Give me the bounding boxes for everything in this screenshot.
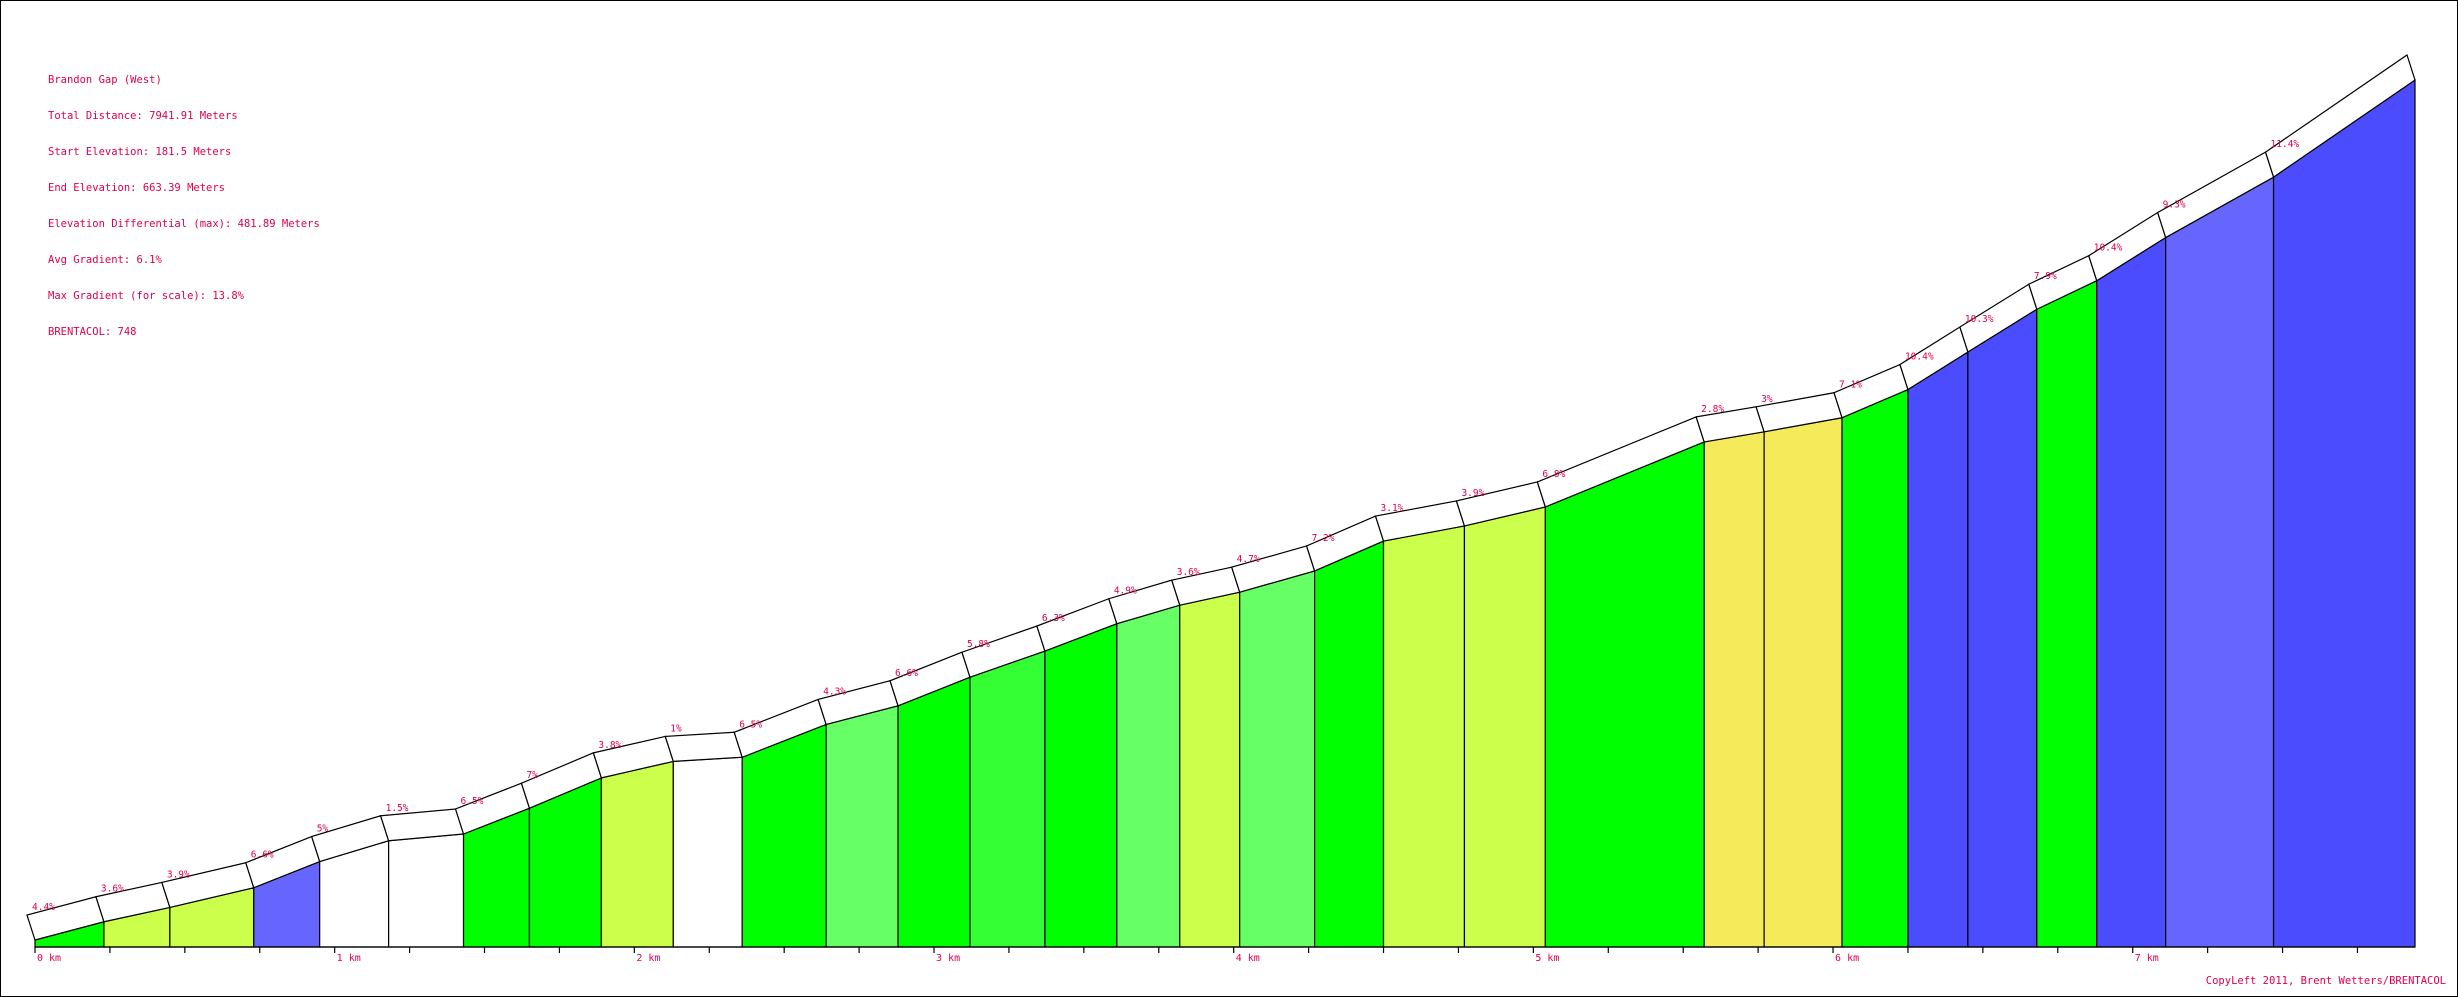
gradient-label: 6.5% [461,796,484,807]
gradient-label: 4.7% [1237,554,1260,565]
copyright-notice: CopyLeft 2011, Brent Wetters/BRENTACOL [2205,975,2446,987]
gradient-segment [1116,604,1181,948]
gradient-segment [388,833,465,948]
max-gradient: Max Gradient (for scale): 13.8% [48,290,244,302]
elevation-differential: Elevation Differential (max): 481.89 Met… [48,218,320,230]
gradient-label: 7.9% [2034,271,2057,282]
gradient-segment [2272,78,2416,948]
x-tick-label: 3 km [936,953,960,964]
x-tick-label: 7 km [2135,953,2159,964]
gradient-segment [1463,506,1546,948]
gradient-label: 1% [670,723,682,734]
climb-name: Brandon Gap (West) [48,74,162,86]
gradient-label: 2.8% [1701,404,1724,415]
gradient-segment [1179,591,1241,948]
gradient-label: 3.8% [598,740,621,751]
gradient-label: 4.3% [823,686,846,697]
gradient-segment [897,676,971,948]
gradient-label: 9.3% [2163,200,2186,211]
gradient-label: 11.4% [2271,139,2300,150]
x-tick-label: 0 km [37,953,61,964]
total-distance: Total Distance: 7941.91 Meters [48,110,238,122]
gradient-segment [825,705,899,948]
gradient-segment [1314,540,1385,948]
gradient-label: 6.6% [251,850,274,861]
gradient-label: 3.6% [1177,567,1200,578]
gradient-segment [1382,525,1466,948]
gradient-label: 3.9% [1461,488,1484,499]
avg-gradient: Avg Gradient: 6.1% [48,254,162,266]
gradient-label: 5% [317,824,329,835]
gradient-label: 6.6% [895,668,918,679]
gradient-label: 3% [1761,394,1773,405]
gradient-label: 4.4% [32,902,55,913]
profile-top-band [2264,54,2416,179]
gradient-label: 4.9% [1114,586,1137,597]
gradient-segment [1239,570,1316,948]
x-tick-label: 5 km [1535,953,1559,964]
gradient-segment [969,650,1046,948]
gradient-label: 6.8% [1542,469,1565,480]
gradient-segment [672,756,743,948]
x-tick-label: 6 km [1835,953,1859,964]
end-elevation: End Elevation: 663.39 Meters [48,182,226,194]
gradient-segment [2165,176,2275,948]
gradient-segment [1763,417,1843,948]
start-elevation: Start Elevation: 181.5 Meters [48,146,232,158]
gradient-segment [1044,622,1118,948]
gradient-label: 7.1% [1839,380,1862,391]
gradient-segment [2096,236,2167,948]
gradient-label: 10.4% [2094,243,2123,254]
gradient-segment [1544,441,1705,948]
brentacol-score: BRENTACOL: 748 [48,326,137,338]
gradient-label: 5.8% [967,639,990,650]
gradient-label: 1.5% [386,803,409,814]
gradient-label: 10.3% [1965,314,1994,325]
x-tick-label: 4 km [1236,953,1260,964]
profile-top-band [664,731,744,763]
gradient-segment [600,760,674,948]
x-tick-label: 1 km [337,953,361,964]
gradient-label: 3.6% [101,884,124,895]
gradient-segment [1907,350,1969,948]
gradient-label: 10.4% [1905,352,1934,363]
gradient-segment [1703,431,1765,948]
gradient-label: 7% [526,770,538,781]
gradient-label: 6.5% [739,719,762,730]
gradient-segment [2036,279,2098,948]
gradient-label: 6.3% [1042,613,1065,624]
gradient-label: 3.1% [1381,503,1404,514]
gradient-label: 3.9% [167,869,190,880]
x-tick-label: 2 km [636,953,660,964]
profile-info: Brandon Gap (West) Total Distance: 7941.… [48,50,320,350]
gradient-label: 7.2% [1312,533,1335,544]
gradient-segment [741,723,827,948]
gradient-segment [1841,388,1909,948]
gradient-segment [1967,308,2038,948]
